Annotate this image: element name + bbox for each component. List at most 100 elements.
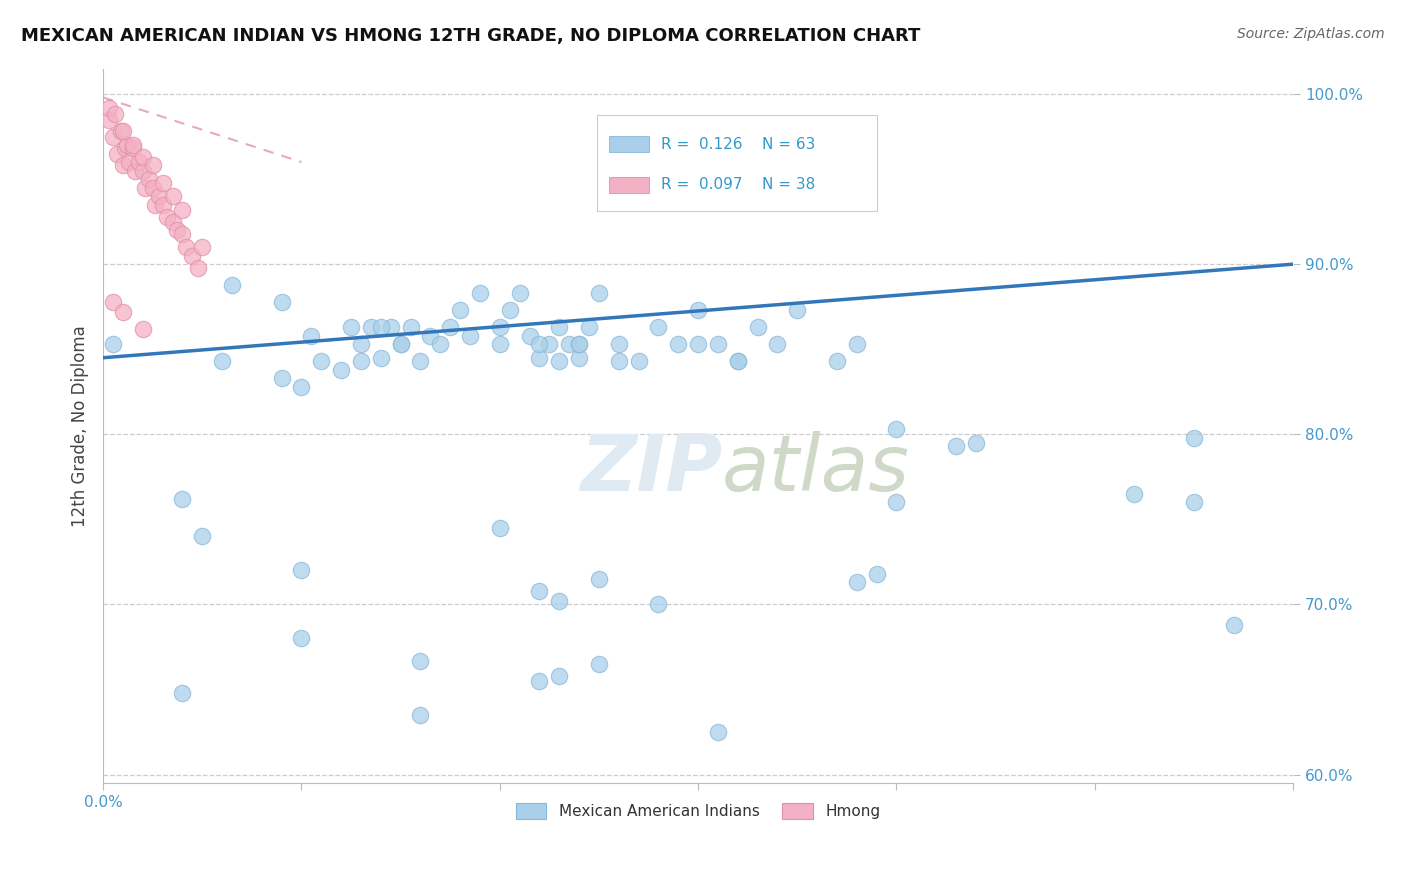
Point — [529, 673, 551, 688]
Point — [340, 320, 363, 334]
Point — [707, 337, 730, 351]
Text: Source: ZipAtlas.com: Source: ZipAtlas.com — [1237, 27, 1385, 41]
Point — [886, 495, 908, 509]
Point — [172, 686, 194, 700]
Point — [389, 337, 412, 351]
Point — [172, 227, 194, 241]
Y-axis label: 12th Grade, No Diploma: 12th Grade, No Diploma — [72, 325, 89, 526]
Point — [1222, 617, 1244, 632]
Point — [110, 124, 132, 138]
Point — [330, 362, 353, 376]
Point — [132, 163, 155, 178]
Point — [111, 124, 134, 138]
Text: R =  0.126    N = 63: R = 0.126 N = 63 — [661, 136, 815, 152]
Point — [529, 337, 551, 351]
Point — [688, 303, 710, 318]
Point — [499, 303, 522, 318]
Point — [191, 529, 214, 543]
Point — [172, 202, 194, 217]
Point — [104, 107, 127, 121]
Point — [162, 189, 184, 203]
Point — [111, 159, 134, 173]
Point — [727, 354, 749, 368]
Point — [727, 354, 749, 368]
Point — [101, 337, 124, 351]
Point — [548, 320, 571, 334]
Point — [176, 240, 198, 254]
Point — [409, 708, 432, 723]
Point — [449, 303, 471, 318]
Point — [148, 189, 170, 203]
Point — [172, 491, 194, 506]
Point — [409, 654, 432, 668]
Point — [270, 294, 292, 309]
Point — [548, 354, 571, 368]
Point — [101, 294, 124, 309]
Point — [98, 101, 121, 115]
Point — [360, 320, 382, 334]
Text: MEXICAN AMERICAN INDIAN VS HMONG 12TH GRADE, NO DIPLOMA CORRELATION CHART: MEXICAN AMERICAN INDIAN VS HMONG 12TH GR… — [21, 27, 921, 45]
Point — [350, 354, 373, 368]
Point — [290, 379, 312, 393]
Point — [290, 563, 312, 577]
Point — [886, 422, 908, 436]
Point — [825, 354, 848, 368]
Point — [290, 632, 312, 646]
Point — [786, 303, 808, 318]
Point — [1123, 487, 1146, 501]
Point — [548, 594, 571, 608]
Point — [132, 322, 155, 336]
Point — [1182, 431, 1205, 445]
FancyBboxPatch shape — [598, 115, 876, 211]
Point — [399, 320, 422, 334]
Point — [370, 351, 392, 365]
Point — [138, 172, 160, 186]
Point — [747, 320, 769, 334]
Point — [419, 328, 441, 343]
Point — [488, 521, 510, 535]
Point — [588, 657, 610, 671]
Point — [134, 180, 156, 194]
Legend: Mexican American Indians, Hmong: Mexican American Indians, Hmong — [510, 797, 886, 825]
Point — [607, 337, 630, 351]
Point — [627, 354, 650, 368]
Text: R =  0.097    N = 38: R = 0.097 N = 38 — [661, 178, 815, 193]
Point — [588, 286, 610, 301]
Point — [588, 572, 610, 586]
Point — [105, 146, 128, 161]
FancyBboxPatch shape — [609, 178, 650, 193]
Point — [155, 210, 177, 224]
Point — [945, 439, 967, 453]
Point — [115, 138, 138, 153]
Point — [538, 337, 561, 351]
Point — [350, 337, 373, 351]
Point — [181, 249, 204, 263]
Point — [845, 337, 868, 351]
Point — [409, 354, 432, 368]
Point — [568, 351, 591, 365]
Point — [488, 337, 510, 351]
Point — [607, 354, 630, 368]
Point — [766, 337, 789, 351]
Text: atlas: atlas — [721, 431, 910, 507]
Point — [128, 155, 150, 169]
Point — [142, 159, 165, 173]
Point — [221, 277, 243, 292]
Point — [578, 320, 600, 334]
Point — [845, 575, 868, 590]
Point — [568, 337, 591, 351]
Point — [124, 163, 146, 178]
Point — [488, 320, 510, 334]
Point — [152, 176, 174, 190]
Point — [647, 320, 669, 334]
Point — [509, 286, 531, 301]
Point — [152, 197, 174, 211]
Point — [865, 566, 887, 581]
Point — [519, 328, 541, 343]
Point — [529, 351, 551, 365]
Point — [468, 286, 491, 301]
Point — [666, 337, 689, 351]
Point — [647, 598, 669, 612]
Point — [568, 337, 591, 351]
Point — [1182, 495, 1205, 509]
